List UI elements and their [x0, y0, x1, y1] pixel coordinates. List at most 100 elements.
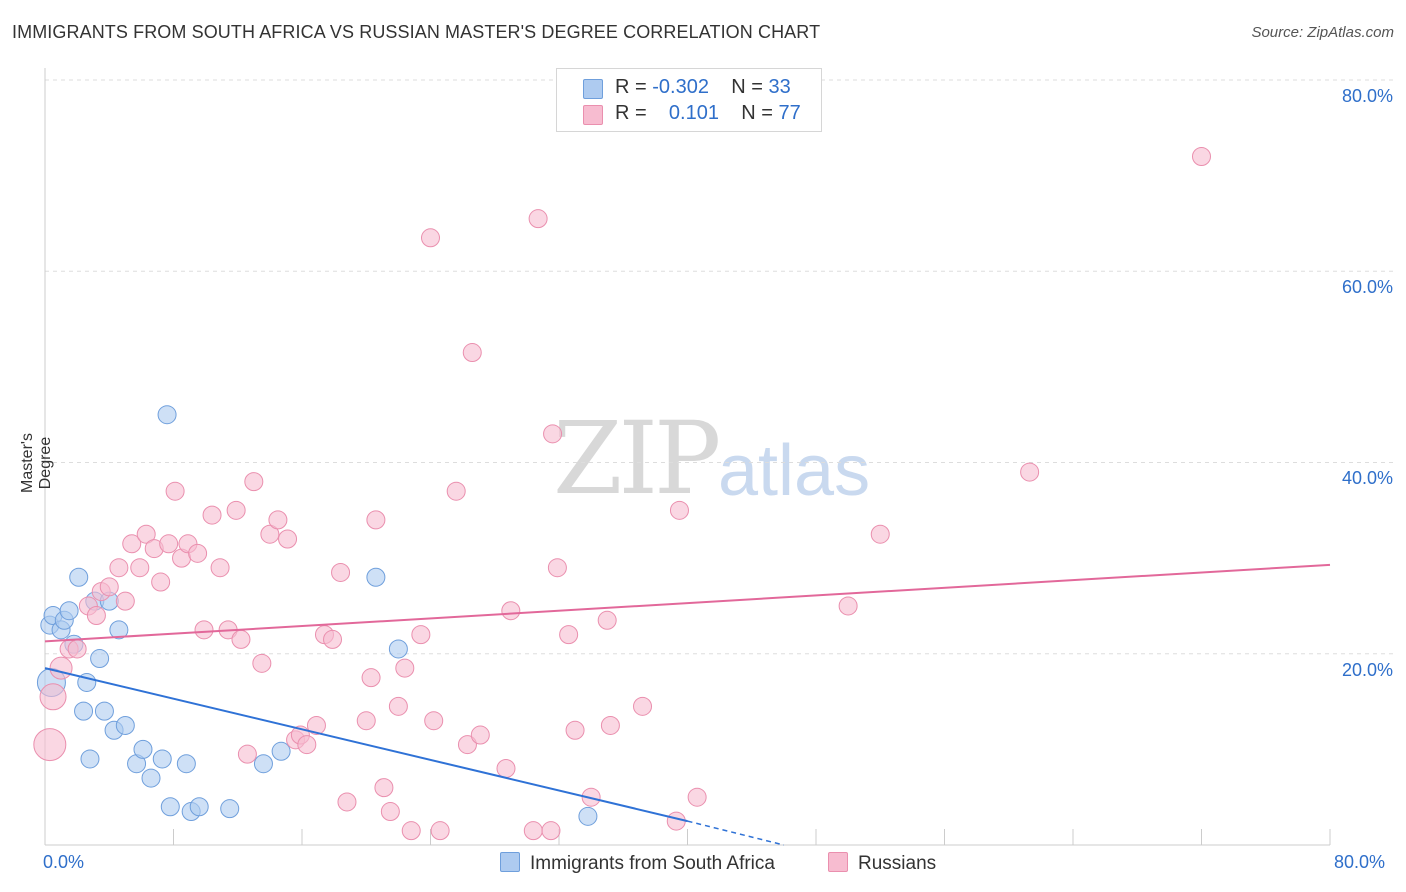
russians-point: [411, 625, 431, 645]
russians-point: [541, 821, 561, 841]
russians-point: [669, 500, 689, 520]
russians-point: [49, 656, 73, 680]
legend-swatch-blue: [583, 79, 603, 99]
russians-point: [1020, 462, 1040, 482]
south-africa-point: [115, 715, 135, 735]
south-africa-point: [90, 649, 110, 669]
south-africa-point: [253, 754, 273, 774]
russians-point: [547, 558, 567, 578]
russians-point: [86, 606, 106, 625]
bottom-legend-label: Immigrants from South Africa: [530, 853, 775, 874]
legend-r-label: R =: [615, 102, 647, 124]
watermark-zip: ZIP: [553, 400, 721, 517]
south-africa-point: [578, 806, 598, 826]
russians-point: [323, 629, 343, 649]
russians-point: [496, 759, 516, 778]
legend-n-value: 33: [768, 76, 791, 98]
bottom-legend-south-africa: Immigrants from South Africa: [500, 852, 775, 875]
russians-point: [237, 744, 257, 764]
russians-point: [165, 481, 185, 501]
russians-point: [687, 787, 707, 807]
russians-point: [226, 500, 246, 520]
russians-point: [67, 639, 87, 659]
x-tick-label: 80.0%: [1334, 852, 1386, 872]
russians-point: [446, 481, 466, 501]
russians-trend-line: [44, 563, 1331, 643]
russians-point: [337, 792, 357, 812]
russians-point: [151, 572, 171, 592]
russians-point: [356, 711, 376, 731]
russians-point: [252, 653, 272, 673]
russians-point: [278, 529, 298, 549]
russians-point: [528, 209, 548, 229]
russians-point: [388, 696, 408, 716]
correlation-legend: R = -0.302 N = 33 R = 0.101 N = 77: [556, 68, 822, 132]
source-label: Source: ZipAtlas.com: [1251, 24, 1394, 41]
russians-point: [600, 715, 620, 735]
bottom-legend-swatch-blue: [500, 852, 520, 872]
y-tick-label: 60.0%: [1341, 277, 1393, 297]
y-axis-label: Master's Degree: [19, 433, 54, 493]
legend-n-value: 77: [778, 102, 801, 124]
bottom-legend-label: Russians: [858, 853, 937, 874]
south-africa-point: [74, 701, 94, 721]
russians-point: [306, 715, 326, 735]
russians-point: [421, 228, 440, 248]
south-africa-trend-extension: [687, 820, 785, 846]
russians-point: [870, 524, 890, 544]
bottom-legend-swatch-pink: [828, 852, 848, 872]
russians-point: [523, 821, 543, 841]
legend-n-label: N =: [731, 76, 763, 98]
south-africa-point: [94, 701, 114, 721]
russians-point: [231, 629, 251, 649]
russians-point: [130, 558, 150, 578]
russians-point: [374, 778, 394, 798]
russians-point: [188, 543, 208, 563]
russians-point: [39, 683, 67, 711]
south-africa-point: [271, 741, 291, 761]
south-africa-point: [59, 601, 79, 621]
russians-point: [559, 625, 579, 645]
bottom-legend-russians: Russians: [828, 852, 936, 875]
russians-point: [260, 524, 280, 544]
russians-point: [1192, 147, 1211, 166]
russians-point: [462, 343, 482, 363]
y-tick-label: 40.0%: [1341, 468, 1393, 488]
russians-point: [99, 577, 119, 597]
south-africa-point: [141, 768, 161, 788]
russians-point: [501, 601, 521, 621]
russians-point: [457, 735, 477, 755]
y-tick-label: 80.0%: [1341, 86, 1393, 106]
south-africa-point: [69, 567, 89, 587]
south-africa-point: [152, 749, 172, 769]
russians-point: [194, 620, 214, 640]
south-africa-point: [366, 567, 386, 587]
russians-point: [33, 728, 67, 762]
legend-n-label: N =: [741, 102, 773, 124]
russians-point: [202, 505, 222, 525]
south-africa-point: [160, 797, 180, 817]
russians-point: [244, 472, 264, 492]
russians-point: [366, 510, 386, 530]
russians-point: [395, 658, 415, 678]
russians-point: [268, 510, 288, 530]
russians-point: [633, 696, 653, 716]
legend-r-label: R =: [615, 76, 647, 98]
y-tick-label: 20.0%: [1341, 660, 1393, 680]
legend-r-value: 0.101: [668, 102, 719, 124]
south-africa-point: [388, 639, 408, 659]
russians-point: [666, 811, 686, 831]
watermark-atlas: atlas: [718, 431, 871, 511]
russians-point: [136, 524, 156, 544]
russians-point: [159, 534, 179, 554]
russians-point: [210, 558, 230, 578]
russians-point: [361, 668, 381, 688]
russians-point: [122, 534, 142, 554]
russians-point: [597, 610, 617, 630]
russians-point: [838, 596, 858, 616]
russians-point: [543, 424, 563, 444]
south-africa-trend-line: [44, 667, 688, 823]
russians-point: [430, 821, 450, 841]
russians-point: [115, 591, 135, 611]
